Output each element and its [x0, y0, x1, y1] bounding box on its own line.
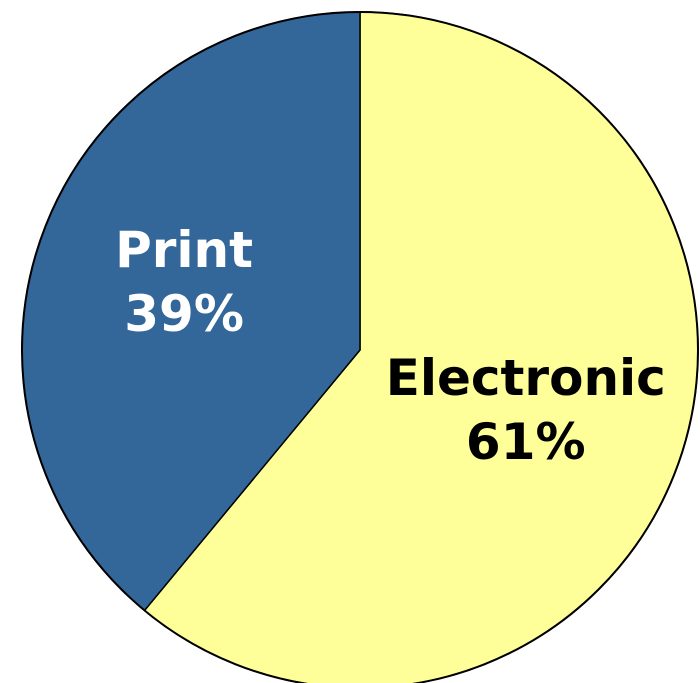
pie-outline: [21, 11, 699, 683]
pie-slices: [21, 11, 699, 683]
slice-label-electronic: Electronic: [386, 349, 666, 407]
slice-value-electronic: 61%: [466, 413, 586, 471]
slice-value-print: 39%: [124, 285, 244, 343]
pie-labels: Electronic 61% Print 39%: [115, 221, 666, 471]
slice-label-print: Print: [115, 221, 253, 279]
